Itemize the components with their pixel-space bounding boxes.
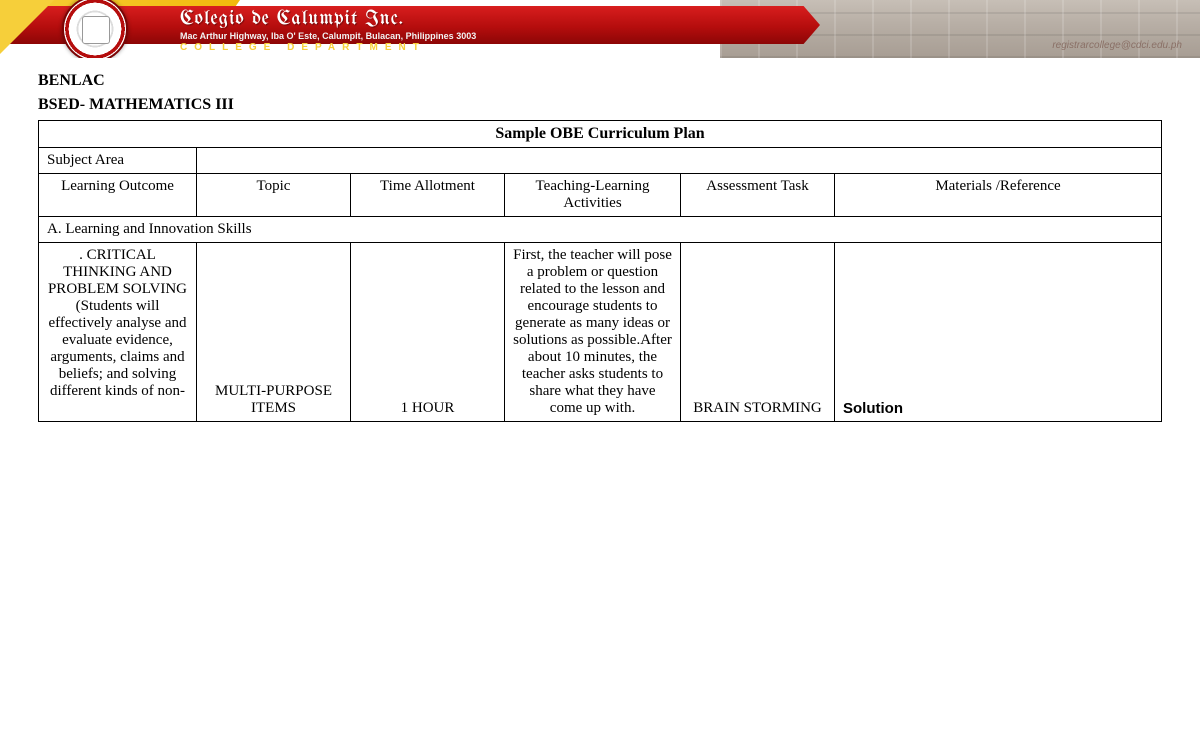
header-learning-outcome: Learning Outcome bbox=[39, 174, 197, 217]
cell-assessment: BRAIN STORMING bbox=[681, 243, 835, 422]
cell-learning-outcome: . CRITICAL THINKING AND PROBLEM SOLVING … bbox=[39, 243, 197, 422]
curriculum-plan-table: Sample OBE Curriculum Plan Subject Area … bbox=[38, 120, 1162, 422]
section-label: A. Learning and Innovation Skills bbox=[39, 217, 1162, 243]
cell-topic: MULTI-PURPOSE ITEMS bbox=[197, 243, 351, 422]
section-row: A. Learning and Innovation Skills bbox=[39, 217, 1162, 243]
department-line: COLLEGE DEPARTMENT bbox=[180, 42, 476, 53]
header-activities: Teaching-Learning Activities bbox=[505, 174, 681, 217]
letterhead-banner: Colegio de Calumpit Inc. Mac Arthur High… bbox=[0, 0, 1200, 58]
header-assessment: Assessment Task bbox=[681, 174, 835, 217]
table-title: Sample OBE Curriculum Plan bbox=[39, 121, 1162, 148]
column-headers-row: Learning Outcome Topic Time Allotment Te… bbox=[39, 174, 1162, 217]
table-title-row: Sample OBE Curriculum Plan bbox=[39, 121, 1162, 148]
subject-area-row: Subject Area bbox=[39, 148, 1162, 174]
registrar-email: registrarcollege@cdci.edu.ph bbox=[1052, 40, 1182, 51]
cell-time: 1 HOUR bbox=[351, 243, 505, 422]
header-topic: Topic bbox=[197, 174, 351, 217]
subject-area-value bbox=[197, 148, 1162, 174]
header-time-allotment: Time Allotment bbox=[351, 174, 505, 217]
content-row-1: . CRITICAL THINKING AND PROBLEM SOLVING … bbox=[39, 243, 1162, 422]
document-body: BENLAC BSED- MATHEMATICS III Sample OBE … bbox=[0, 58, 1200, 442]
institution-name: Colegio de Calumpit Inc. bbox=[180, 10, 476, 30]
cell-activities: First, the teacher will pose a problem o… bbox=[505, 243, 681, 422]
header-materials: Materials /Reference bbox=[835, 174, 1162, 217]
school-seal-icon bbox=[62, 0, 128, 58]
cell-materials: Solution bbox=[835, 243, 1162, 422]
program-name: BSED- MATHEMATICS III bbox=[38, 96, 1162, 114]
subject-area-label: Subject Area bbox=[39, 148, 197, 174]
course-code: BENLAC bbox=[38, 72, 1162, 90]
banner-text-block: Colegio de Calumpit Inc. Mac Arthur High… bbox=[180, 10, 476, 53]
institution-address: Mac Arthur Highway, Iba O' Este, Calumpi… bbox=[180, 31, 476, 41]
